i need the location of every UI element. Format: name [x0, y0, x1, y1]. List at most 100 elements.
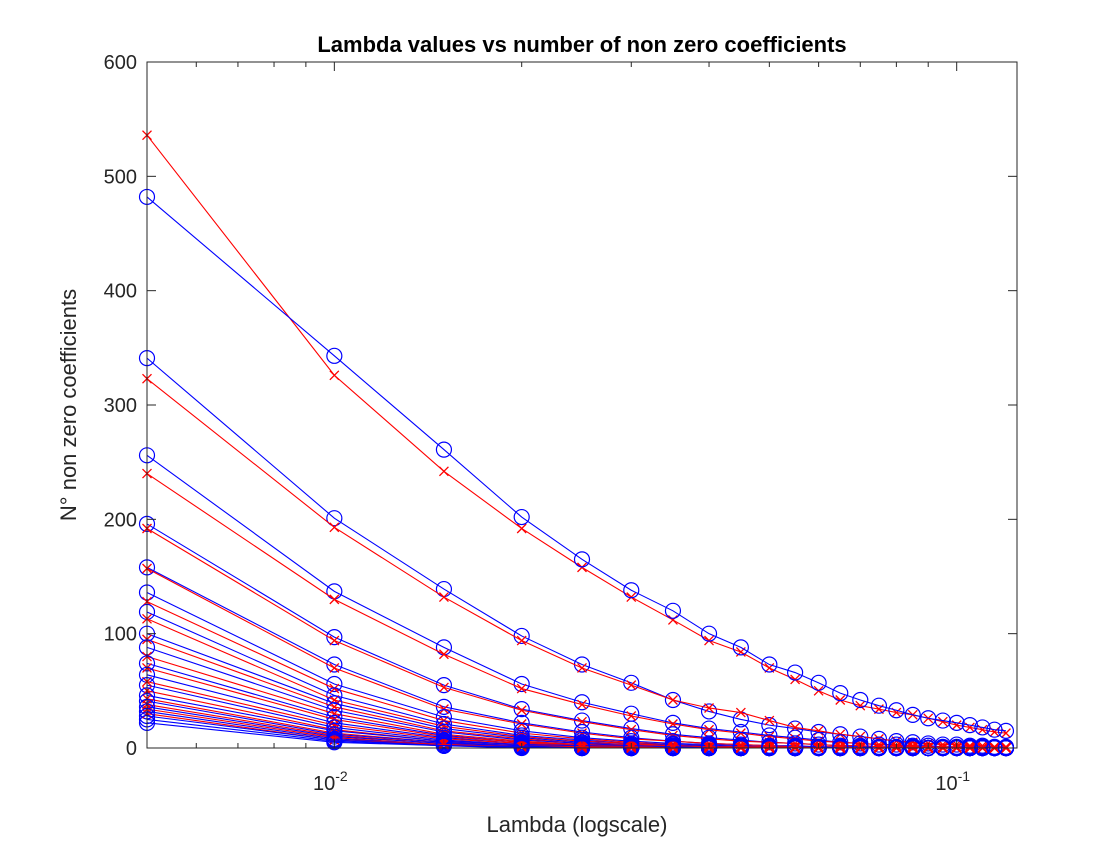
data-point — [438, 592, 449, 603]
data-point — [832, 685, 849, 702]
data-point — [667, 614, 678, 625]
x-tick-label: 10-1 — [935, 768, 970, 795]
data-point — [813, 725, 824, 736]
data-point — [516, 719, 527, 729]
data-point — [1001, 741, 1011, 752]
y-tick-label: 400 — [104, 281, 137, 303]
data-point — [329, 370, 340, 381]
data-point — [626, 711, 637, 721]
data-point — [326, 695, 343, 712]
data-point — [667, 695, 678, 705]
data-point — [326, 702, 343, 719]
data-point — [623, 582, 640, 599]
data-point — [964, 741, 975, 752]
data-point — [435, 737, 453, 754]
data-point — [810, 674, 827, 691]
data-point — [577, 663, 587, 673]
data-point — [516, 635, 527, 646]
data-point — [516, 683, 527, 694]
data-point — [329, 663, 340, 673]
data-point — [948, 714, 965, 731]
data-point — [835, 741, 846, 752]
data-point — [761, 717, 778, 734]
data-point — [435, 677, 453, 694]
data-point — [664, 602, 682, 619]
plot-area — [147, 62, 1017, 748]
data-point — [516, 523, 527, 534]
data-point — [907, 741, 918, 752]
axes-layer — [146, 61, 1018, 749]
data-point — [435, 441, 453, 458]
data-point — [790, 741, 801, 752]
data-point — [835, 695, 846, 705]
data-point — [787, 664, 804, 681]
data-point — [438, 682, 449, 693]
data-point — [732, 639, 749, 656]
data-point — [513, 701, 530, 718]
data-point — [329, 522, 340, 533]
tick-labels: 0 100 200 300 400 500 600 10-2 10-1 — [104, 52, 971, 795]
y-tick-label: 0 — [126, 738, 137, 760]
data-point — [513, 508, 530, 526]
data-point — [626, 592, 637, 603]
data-point — [997, 722, 1015, 739]
data-point — [870, 697, 888, 714]
data-point — [888, 702, 905, 719]
data-point — [790, 674, 801, 685]
series-2 — [138, 188, 1015, 739]
x-tick-label: 10-2 — [313, 768, 348, 795]
series-2-line — [146, 196, 1007, 732]
data-point — [326, 628, 343, 646]
chart-title: Lambda values vs number of non zero coef… — [317, 32, 846, 57]
data-point — [664, 691, 682, 709]
data-point — [852, 691, 869, 709]
data-point — [573, 551, 591, 568]
data-point — [329, 683, 340, 694]
data-point — [937, 716, 948, 727]
data-point — [438, 649, 449, 660]
data-point — [513, 675, 530, 693]
series-6-line — [146, 473, 1006, 749]
data-point — [989, 741, 1000, 752]
data-point — [937, 741, 948, 752]
data-point — [626, 680, 637, 691]
data-point — [704, 703, 714, 713]
data-point — [577, 741, 587, 752]
y-tick-label: 100 — [104, 624, 137, 646]
y-tick-label: 200 — [104, 509, 137, 531]
data-point — [700, 625, 718, 642]
data-point — [704, 635, 714, 646]
data-point — [516, 705, 527, 716]
data-point — [904, 706, 921, 723]
data-point — [326, 734, 343, 751]
y-tick-label: 500 — [104, 166, 137, 188]
data-point — [873, 741, 884, 752]
x-axis-label: Lambda (logscale) — [487, 812, 668, 837]
data-point — [326, 347, 343, 364]
data-point — [961, 717, 978, 734]
data-point — [986, 721, 1003, 738]
y-tick-label: 300 — [104, 395, 137, 417]
y-tick-label: 600 — [104, 52, 137, 74]
data-point — [329, 594, 340, 605]
data-point — [667, 740, 678, 751]
data-point — [326, 510, 343, 527]
data-point — [735, 707, 746, 718]
data-point — [326, 675, 343, 693]
y-axis-label: N° non zero coefficients — [56, 289, 81, 521]
data-point — [735, 728, 746, 739]
data-point — [974, 719, 991, 736]
data-point — [907, 740, 918, 751]
data-point — [977, 740, 988, 751]
data-point — [438, 466, 449, 477]
series-1-line — [146, 134, 1007, 734]
data-point — [835, 740, 846, 751]
data-point — [934, 712, 951, 729]
data-point — [764, 715, 775, 726]
data-point — [577, 699, 587, 710]
data-point — [855, 700, 866, 711]
data-point — [735, 741, 746, 752]
data-point — [700, 703, 718, 720]
